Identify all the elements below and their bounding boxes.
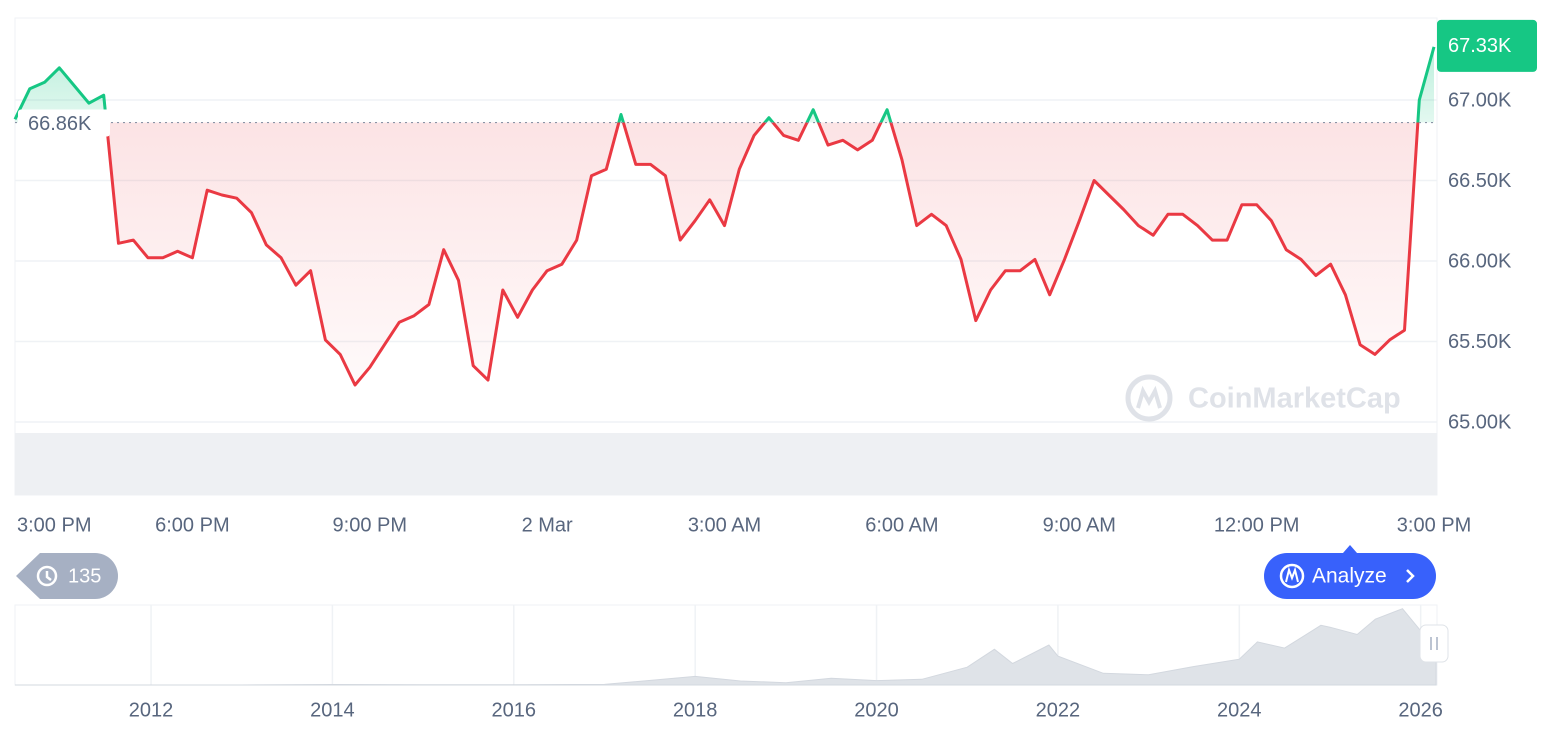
x-axis: 3:00 PM 6:00 PM 9:00 PM 2 Mar 3:00 AM 6:00 AM… <box>17 514 1471 536</box>
y-tick-label: 65.00K <box>1448 411 1512 433</box>
x-tick-label: 12:00 PM <box>1214 514 1300 536</box>
y-tick-label: 67.00K <box>1448 89 1512 111</box>
x-tick-label: 3:00 PM <box>1397 514 1471 536</box>
last-price-label: 67.33K <box>1448 35 1512 57</box>
handle-box[interactable] <box>1419 624 1449 663</box>
navigator-handle[interactable] <box>1419 624 1449 663</box>
history-icon-hands <box>45 571 52 581</box>
analyze-icon-mark <box>1285 566 1299 583</box>
nav-tick-label: 2026 <box>1398 699 1443 721</box>
analyze-chevron <box>1406 569 1415 583</box>
history-icon <box>36 565 58 587</box>
x-tick-label: 9:00 AM <box>1043 514 1116 536</box>
x-tick-label: 3:00 AM <box>688 514 761 536</box>
y-tick-label: 66.50K <box>1448 170 1512 192</box>
analyze-icon <box>1279 563 1305 589</box>
x-tick-label: 9:00 PM <box>333 514 407 536</box>
nav-tick-label: 2020 <box>854 699 899 721</box>
nav-area <box>15 608 1437 686</box>
y-tick-label: 66.00K <box>1448 250 1512 272</box>
x-tick-label: 6:00 PM <box>155 514 229 536</box>
analyze-pointer <box>1343 545 1357 553</box>
overlay: 66.86K 67.33K <box>15 19 1537 137</box>
nav-tick-label: 2014 <box>310 699 355 721</box>
baseline-label-box <box>18 109 110 137</box>
volume-band <box>15 433 1437 495</box>
x-tick-label: 6:00 AM <box>865 514 938 536</box>
nav-tick-label: 2016 <box>492 699 537 721</box>
nav-tick-label: 2022 <box>1036 699 1081 721</box>
x-tick-label: 2 Mar <box>522 514 573 536</box>
watermark-logo-mark <box>1136 385 1162 409</box>
analyze-pill[interactable] <box>1264 553 1436 599</box>
history-count: 135 <box>68 565 101 587</box>
history-button[interactable]: 135 <box>16 553 118 599</box>
nav-tick-label: 2024 <box>1217 699 1262 721</box>
nav-tick-label: 2012 <box>129 699 174 721</box>
x-tick-label: 3:00 PM <box>17 514 91 536</box>
plot <box>13 46 1436 387</box>
area-fill <box>15 46 1435 386</box>
navigator: 2012 2014 2016 2018 2020 2022 2024 2026 <box>15 605 1443 721</box>
watermark-text: CoinMarketCap <box>1188 383 1401 415</box>
y-tick-label: 65.50K <box>1448 331 1512 353</box>
baseline-label: 66.86K <box>28 113 92 135</box>
nav-tick-label: 2018 <box>673 699 718 721</box>
watermark-logo <box>1125 374 1173 422</box>
watermark: CoinMarketCap <box>1125 374 1401 422</box>
history-pill[interactable] <box>16 553 118 599</box>
analyze-button[interactable]: Analyze <box>1264 545 1436 599</box>
plot-frame <box>14 17 1438 496</box>
price-line <box>13 46 1436 387</box>
last-price-tag <box>1437 19 1537 72</box>
analyze-label: Analyze <box>1312 565 1387 588</box>
